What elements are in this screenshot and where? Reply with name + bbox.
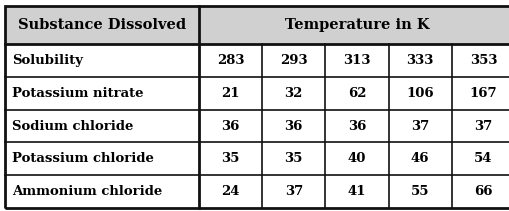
Bar — [262, 44, 325, 77]
Text: 37: 37 — [284, 185, 302, 198]
Bar — [199, 110, 262, 142]
Text: 36: 36 — [221, 120, 239, 133]
Bar — [262, 77, 325, 110]
Text: 293: 293 — [279, 54, 307, 67]
Bar — [388, 142, 451, 175]
Text: 333: 333 — [406, 54, 433, 67]
Bar — [5, 175, 199, 208]
Text: 36: 36 — [284, 120, 302, 133]
Bar — [451, 77, 509, 110]
Bar — [451, 175, 509, 208]
Text: 62: 62 — [347, 87, 365, 100]
Text: 24: 24 — [221, 185, 239, 198]
Bar — [199, 44, 262, 77]
Bar — [388, 175, 451, 208]
Bar — [325, 175, 388, 208]
Text: Solubility: Solubility — [12, 54, 83, 67]
Text: 41: 41 — [347, 185, 365, 198]
Bar — [199, 6, 509, 44]
Bar — [262, 110, 325, 142]
Bar — [5, 77, 199, 110]
Text: Potassium nitrate: Potassium nitrate — [12, 87, 144, 100]
Text: 40: 40 — [347, 152, 365, 165]
Bar — [451, 110, 509, 142]
Text: 106: 106 — [406, 87, 433, 100]
Text: 36: 36 — [347, 120, 365, 133]
Bar — [199, 77, 262, 110]
Bar — [388, 110, 451, 142]
Bar — [262, 142, 325, 175]
Text: Ammonium chloride: Ammonium chloride — [12, 185, 162, 198]
Text: 283: 283 — [216, 54, 244, 67]
Text: 313: 313 — [343, 54, 370, 67]
Bar — [199, 142, 262, 175]
Bar — [5, 142, 199, 175]
Text: Potassium chloride: Potassium chloride — [12, 152, 154, 165]
Text: 55: 55 — [410, 185, 429, 198]
Bar — [262, 175, 325, 208]
Text: 35: 35 — [284, 152, 302, 165]
Text: 66: 66 — [473, 185, 492, 198]
Text: 21: 21 — [221, 87, 239, 100]
Bar — [5, 6, 199, 44]
Bar — [5, 44, 199, 77]
Bar — [388, 44, 451, 77]
Text: Substance Dissolved: Substance Dissolved — [18, 18, 186, 32]
Bar — [325, 44, 388, 77]
Text: 353: 353 — [469, 54, 496, 67]
Bar — [5, 110, 199, 142]
Bar — [388, 77, 451, 110]
Bar — [451, 44, 509, 77]
Text: 54: 54 — [473, 152, 492, 165]
Text: Sodium chloride: Sodium chloride — [12, 120, 133, 133]
Text: 46: 46 — [410, 152, 429, 165]
Bar — [325, 142, 388, 175]
Text: 167: 167 — [469, 87, 496, 100]
Text: 32: 32 — [284, 87, 302, 100]
Bar — [451, 142, 509, 175]
Bar — [325, 77, 388, 110]
Text: 35: 35 — [221, 152, 239, 165]
Bar — [325, 110, 388, 142]
Text: Temperature in K: Temperature in K — [284, 18, 429, 32]
Text: 37: 37 — [473, 120, 492, 133]
Bar — [199, 175, 262, 208]
Text: 37: 37 — [410, 120, 429, 133]
